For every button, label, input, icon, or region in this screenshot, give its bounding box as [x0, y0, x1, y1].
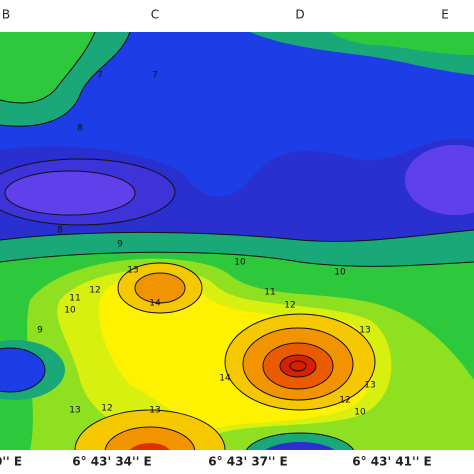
contour-label: 12: [339, 396, 350, 406]
contour-label: 12: [284, 301, 295, 311]
column-label: E: [441, 8, 449, 22]
contour-label: 10: [234, 258, 246, 268]
coordinate-label: 0'' E: [0, 455, 22, 469]
coordinate-label: 6° 43' 37'' E: [208, 455, 288, 469]
contour-label: 9: [37, 326, 43, 336]
contour-label: 12: [101, 404, 112, 414]
coordinate-label: 6° 43' 34'' E: [72, 455, 152, 469]
column-label: D: [295, 8, 304, 22]
contour-label: 8: [77, 124, 83, 134]
column-label: B: [2, 8, 10, 22]
contour-label: 9: [117, 240, 123, 250]
contour-label: 10: [354, 408, 366, 418]
contour-label: 11: [264, 288, 275, 298]
contour-label: 8: [57, 226, 63, 236]
contour-label: 13: [364, 381, 375, 391]
contour-label: 13: [149, 406, 160, 416]
coordinate-label: 6° 43' 41'' E: [352, 455, 432, 469]
contour-label: 14: [149, 299, 161, 309]
contour-label: 13: [359, 326, 370, 336]
contour-label: 10: [334, 268, 346, 278]
contour-fill: [0, 32, 474, 450]
contour-label: 13: [127, 266, 138, 276]
column-label: C: [151, 8, 159, 22]
contour-label: 12: [89, 286, 100, 296]
contour-label: 7: [97, 71, 103, 81]
contour-label: 13: [69, 406, 80, 416]
contour-label: 11: [69, 294, 80, 304]
contour-label: 14: [219, 374, 231, 384]
contour-label: 7: [152, 71, 158, 81]
contour-label: 10: [64, 306, 76, 316]
